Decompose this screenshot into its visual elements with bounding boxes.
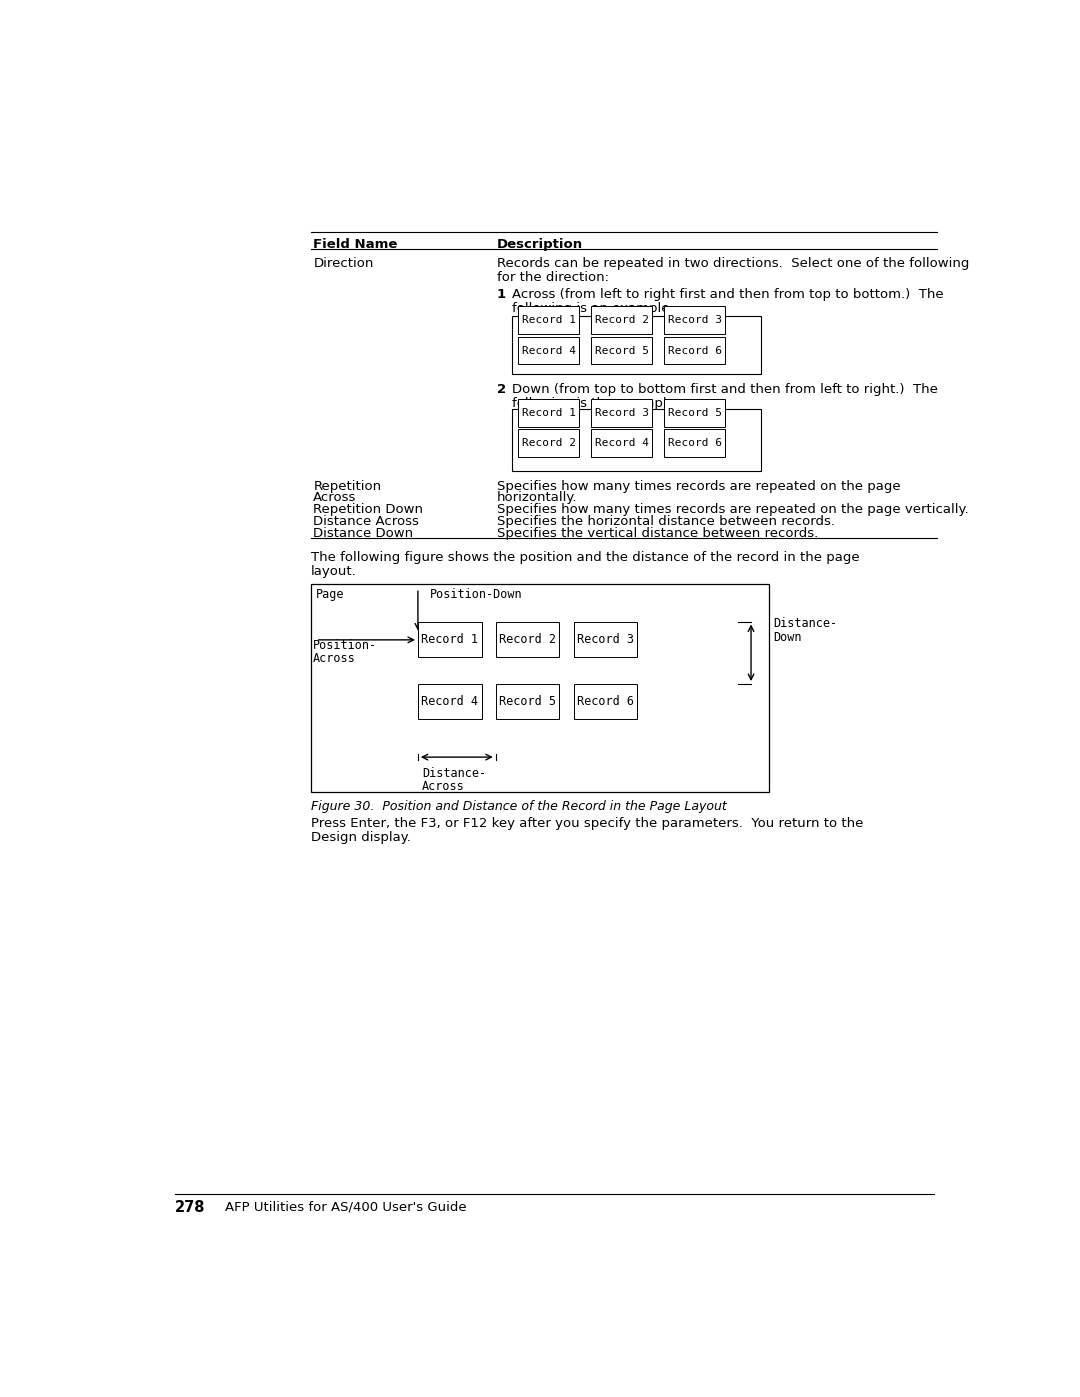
FancyBboxPatch shape [512, 316, 761, 374]
Text: Figure 30.  Position and Distance of the Record in the Page Layout: Figure 30. Position and Distance of the … [311, 800, 727, 813]
Text: Design display.: Design display. [311, 831, 410, 844]
Text: Down (from top to bottom first and then from left to right.)  The: Down (from top to bottom first and then … [512, 383, 937, 395]
Text: Record 3: Record 3 [595, 408, 649, 418]
FancyBboxPatch shape [518, 400, 580, 427]
FancyBboxPatch shape [496, 622, 559, 657]
Text: Across: Across [313, 492, 356, 504]
Text: Record 5: Record 5 [667, 408, 721, 418]
Text: Across (from left to right first and then from top to bottom.)  The: Across (from left to right first and the… [512, 288, 943, 302]
FancyBboxPatch shape [518, 337, 580, 365]
Text: Specifies how many times records are repeated on the page: Specifies how many times records are rep… [497, 479, 901, 493]
Text: Direction: Direction [313, 257, 374, 270]
FancyBboxPatch shape [591, 306, 652, 334]
FancyBboxPatch shape [664, 429, 725, 457]
FancyBboxPatch shape [418, 685, 482, 719]
Text: Specifies the vertical distance between records.: Specifies the vertical distance between … [497, 527, 818, 539]
Text: Record 2: Record 2 [595, 316, 649, 326]
Text: Specifies how many times records are repeated on the page vertically.: Specifies how many times records are rep… [497, 503, 968, 517]
Text: for the direction:: for the direction: [497, 271, 609, 284]
FancyBboxPatch shape [418, 622, 482, 657]
FancyBboxPatch shape [591, 429, 652, 457]
Text: Page: Page [315, 588, 345, 601]
Text: Record 4: Record 4 [595, 439, 649, 448]
Text: Across: Across [422, 780, 464, 792]
FancyBboxPatch shape [518, 429, 580, 457]
Text: 2: 2 [497, 383, 505, 395]
Text: Position-Down: Position-Down [430, 588, 523, 601]
Text: Field Name: Field Name [313, 237, 397, 250]
Text: Repetition Down: Repetition Down [313, 503, 423, 517]
FancyBboxPatch shape [512, 408, 761, 471]
Text: Record 1: Record 1 [522, 316, 576, 326]
Text: Record 1: Record 1 [421, 633, 478, 645]
Text: Down: Down [773, 631, 801, 644]
Text: AFP Utilities for AS/400 User's Guide: AFP Utilities for AS/400 User's Guide [226, 1200, 467, 1214]
Text: Record 3: Record 3 [667, 316, 721, 326]
Text: Description: Description [497, 237, 583, 250]
Text: following is an example:: following is an example: [512, 302, 674, 316]
FancyBboxPatch shape [591, 400, 652, 427]
Text: Record 4: Record 4 [522, 345, 576, 355]
Text: Specifies the horizontal distance between records.: Specifies the horizontal distance betwee… [497, 515, 835, 528]
Text: Record 4: Record 4 [421, 696, 478, 708]
FancyBboxPatch shape [518, 306, 580, 334]
Text: Record 5: Record 5 [595, 345, 649, 355]
Text: Press Enter, the F3, or F12 key after you specify the parameters.  You return to: Press Enter, the F3, or F12 key after yo… [311, 817, 863, 830]
Text: Across: Across [313, 651, 356, 665]
Text: Record 1: Record 1 [522, 408, 576, 418]
FancyBboxPatch shape [664, 306, 725, 334]
Text: Record 5: Record 5 [499, 696, 556, 708]
Text: Distance Down: Distance Down [313, 527, 414, 539]
Text: Position-: Position- [313, 638, 377, 652]
Text: horizontally.: horizontally. [497, 492, 577, 504]
Text: following is the example:: following is the example: [512, 397, 679, 409]
Text: Record 6: Record 6 [667, 345, 721, 355]
Text: Record 6: Record 6 [577, 696, 634, 708]
FancyBboxPatch shape [496, 685, 559, 719]
FancyBboxPatch shape [591, 337, 652, 365]
FancyBboxPatch shape [573, 622, 637, 657]
Text: Records can be repeated in two directions.  Select one of the following: Records can be repeated in two direction… [497, 257, 969, 270]
Text: Repetition: Repetition [313, 479, 381, 493]
Text: Record 3: Record 3 [577, 633, 634, 645]
Text: Record 2: Record 2 [499, 633, 556, 645]
Text: 278: 278 [175, 1200, 205, 1215]
FancyBboxPatch shape [311, 584, 769, 792]
Text: layout.: layout. [311, 564, 356, 577]
FancyBboxPatch shape [573, 685, 637, 719]
FancyBboxPatch shape [664, 337, 725, 365]
Text: Record 2: Record 2 [522, 439, 576, 448]
FancyBboxPatch shape [664, 400, 725, 427]
Text: Record 6: Record 6 [667, 439, 721, 448]
Text: Distance-: Distance- [773, 617, 837, 630]
Text: Distance-: Distance- [422, 767, 486, 780]
Text: The following figure shows the position and the distance of the record in the pa: The following figure shows the position … [311, 550, 860, 563]
Text: Distance Across: Distance Across [313, 515, 419, 528]
Text: 1: 1 [497, 288, 505, 302]
